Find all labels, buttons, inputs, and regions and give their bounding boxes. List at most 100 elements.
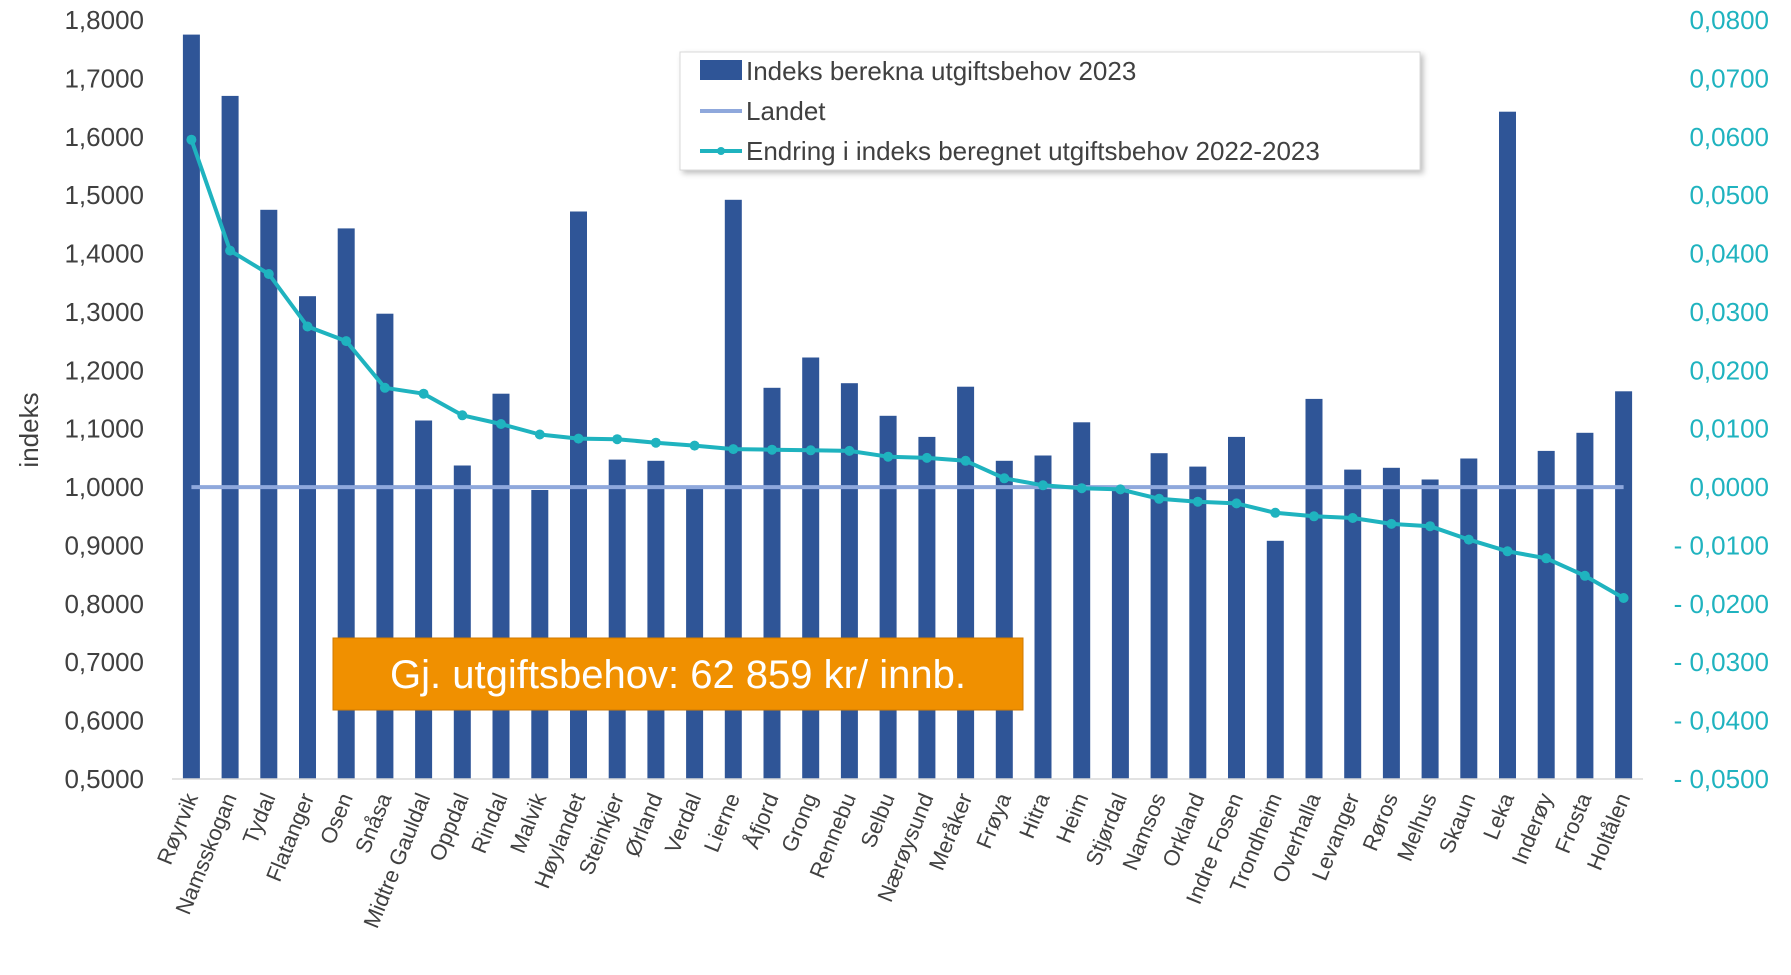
bar-10 [570,211,587,779]
bar-36 [1576,432,1594,779]
y-tick-label: 1,7000 [64,63,144,93]
bar-9 [531,490,549,779]
y-tick-label: 0,5000 [64,764,144,794]
bar-24 [1111,486,1129,779]
bar-28 [1266,540,1284,779]
endring-point-37 [1618,593,1629,603]
endring-point-28 [1270,507,1281,518]
y-tick-label: 1,2000 [64,355,144,385]
y-tick-label: 1,1000 [64,414,144,444]
bar-17 [840,383,858,779]
y2-tick-label: - 0,0500 [1674,764,1769,794]
endring-point-13 [689,440,700,451]
annotation: Gj. utgiftsbehov: 62 859 kr/ innb. [332,637,1024,711]
bar-35 [1537,450,1555,779]
x-category-label: Heim [1051,790,1093,847]
x-category-label: Leka [1478,789,1519,843]
y-tick-label: 0,7000 [64,647,144,677]
x-category-label: Hitra [1014,789,1055,842]
endring-point-7 [457,410,468,421]
bar-16 [802,357,820,779]
bar-30 [1344,469,1362,779]
lines-layer [186,134,1629,603]
endring-point-1 [225,245,236,256]
bar-14 [724,199,742,780]
endring-point-20 [960,455,971,466]
legend-marker-endring [717,147,725,155]
bar-8 [492,393,510,779]
legend-swatch-bars [700,60,742,80]
y2-tick-label: - 0,0100 [1674,531,1769,561]
endring-point-29 [1309,511,1319,522]
endring-point-12 [650,437,661,448]
legend-box [679,51,1421,171]
bar-25 [1150,453,1168,779]
endring-point-4 [341,336,352,347]
bar-20 [957,386,975,779]
endring-point-31 [1386,518,1397,529]
endring-point-6 [418,388,429,399]
y2-tick-label: 0,0700 [1689,63,1769,93]
endring-point-0 [186,134,197,145]
y-tick-label: 1,8000 [64,5,144,35]
endring-point-30 [1347,513,1358,523]
endring-point-5 [379,382,390,393]
y-axis-label: indeks [14,392,44,467]
endring-point-14 [728,444,739,455]
bar-32 [1421,479,1439,779]
y-tick-label: 0,9000 [64,531,144,561]
endring-point-21 [999,473,1010,484]
y2-tick-label: 0,0500 [1689,180,1769,210]
endring-point-3 [302,321,313,332]
legend-label-bars: Indeks berekna utgiftsbehov 2023 [746,56,1136,86]
bar-34 [1499,111,1516,779]
endring-point-26 [1192,496,1203,507]
legend-label-landet: Landet [746,96,826,126]
y-tick-label: 1,4000 [64,239,144,269]
y2-tick-label: 0,0200 [1689,355,1769,385]
bar-23 [1073,422,1091,779]
y-tick-label: 0,8000 [64,589,144,619]
series-line-endring [189,139,1625,600]
x-category-label: Frøya [971,789,1016,852]
bar-33 [1460,458,1478,779]
endring-point-2 [263,269,274,279]
endring-point-19 [921,452,932,463]
x-category-label: Selbu [855,790,899,852]
bar-29 [1305,398,1323,779]
endring-point-23 [1076,483,1087,494]
endring-point-35 [1541,553,1552,564]
bar-21 [995,460,1013,779]
bar-7 [453,465,471,779]
endring-point-8 [496,419,506,429]
endring-point-11 [612,434,623,445]
y2-tick-label: - 0,0200 [1674,589,1769,619]
bar-1 [221,95,239,779]
y2-tick-label: - 0,0300 [1674,647,1769,677]
bar-12 [647,460,665,779]
bar-2 [260,209,278,780]
bar-11 [608,459,626,779]
y2-tick-label: 0,0100 [1689,414,1769,444]
endring-point-16 [805,445,816,456]
endring-point-27 [1231,498,1242,509]
endring-point-25 [1154,493,1165,504]
endring-point-9 [534,429,545,440]
legend-label-endring: Endring i indeks beregnet utgiftsbehov 2… [746,136,1320,166]
y-tick-label: 1,6000 [64,122,144,152]
bar-6 [415,420,433,779]
endring-point-10 [573,433,584,444]
endring-point-36 [1579,570,1590,581]
y-tick-label: 1,0000 [64,472,144,502]
endring-point-32 [1425,521,1436,532]
bar-37 [1615,391,1633,779]
y-tick-label: 0,6000 [64,706,144,736]
bar-27 [1228,436,1245,779]
bar-31 [1382,467,1400,779]
endring-point-33 [1463,534,1474,545]
bar-13 [686,487,704,779]
legend: Indeks berekna utgiftsbehov 2023 Landet … [679,51,1421,171]
endring-point-24 [1115,484,1126,495]
endring-point-34 [1502,546,1513,557]
